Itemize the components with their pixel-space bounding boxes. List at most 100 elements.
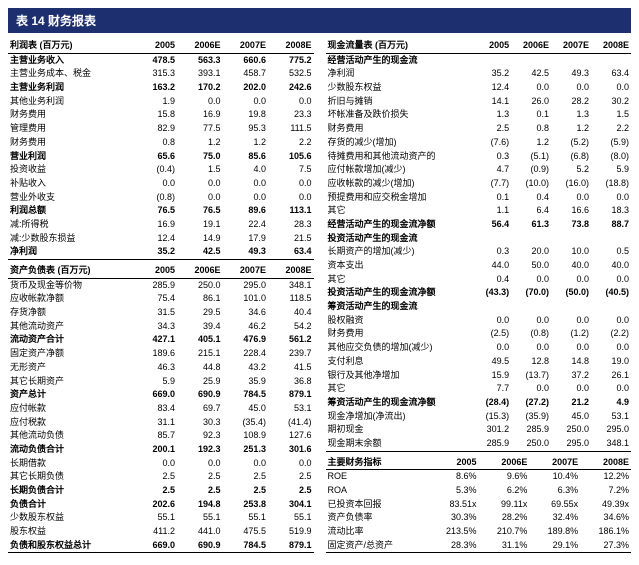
- row-value: 1.2: [222, 136, 267, 150]
- row-value: 95.3: [222, 122, 267, 136]
- table-row: 净利润35.242.549.363.4: [8, 245, 314, 259]
- row-value: 0.0: [511, 273, 551, 287]
- row-value: [551, 232, 591, 246]
- row-value: 200.1: [137, 443, 177, 457]
- row-value: 127.6: [268, 429, 314, 443]
- row-value: 7.5: [268, 163, 314, 177]
- row-value: 118.5: [268, 292, 314, 306]
- table-row: 经营活动产生的现金流净额56.461.373.888.7: [326, 218, 632, 232]
- row-value: 405.1: [177, 333, 222, 347]
- row-value: 0.0: [591, 81, 631, 95]
- row-label: ROA: [326, 484, 428, 498]
- row-value: 27.3%: [580, 539, 631, 553]
- row-value: 4.7: [475, 163, 512, 177]
- row-value: 2.5: [137, 484, 177, 498]
- row-value: 0.0: [475, 314, 512, 328]
- row-value: 5.9: [591, 163, 631, 177]
- row-value: 0.0: [551, 81, 591, 95]
- row-value: 35.2: [475, 67, 512, 81]
- row-value: 660.6: [222, 53, 267, 67]
- row-value: 2.5: [475, 122, 512, 136]
- row-label: 无形资产: [8, 361, 137, 375]
- row-value: 12.2%: [580, 470, 631, 484]
- row-value: 2.2: [268, 136, 314, 150]
- row-value: 0.0: [591, 341, 631, 355]
- row-value: 56.4: [475, 218, 512, 232]
- table-row: 其他业务利润1.90.00.00.0: [8, 95, 314, 109]
- row-value: 30.3: [177, 416, 222, 430]
- row-value: 0.0: [177, 95, 222, 109]
- row-value: (35.9): [511, 410, 551, 424]
- row-value: 86.1: [177, 292, 222, 306]
- row-value: 1.2: [511, 136, 551, 150]
- row-value: 411.2: [137, 525, 177, 539]
- row-value: 50.0: [511, 259, 551, 273]
- row-label: 管理费用: [8, 122, 137, 136]
- row-value: 40.4: [268, 306, 314, 320]
- row-value: (0.8): [137, 191, 177, 205]
- row-value: 1.1: [475, 204, 512, 218]
- row-value: 45.0: [222, 402, 267, 416]
- row-value: 55.1: [137, 511, 177, 525]
- table-row: 其他流动资产34.339.446.254.2: [8, 320, 314, 334]
- row-value: 0.0: [551, 273, 591, 287]
- table-row: 资产负债率30.3%28.2%32.4%34.6%: [326, 511, 632, 525]
- row-value: (0.4): [137, 163, 177, 177]
- row-label: 财务费用: [8, 108, 137, 122]
- row-label: 投资活动产生的现金流净额: [326, 286, 475, 300]
- row-value: 45.0: [551, 410, 591, 424]
- row-label: 投资活动产生的现金流: [326, 232, 475, 246]
- row-value: 519.9: [268, 525, 314, 539]
- row-value: 2.5: [268, 470, 314, 484]
- table-row: 流动负债合计200.1192.3251.3301.6: [8, 443, 314, 457]
- table-row: 净利润35.242.549.363.4: [326, 67, 632, 81]
- row-value: 0.0: [511, 341, 551, 355]
- row-value: (5.1): [511, 150, 551, 164]
- table-row: 资产总计669.0690.9784.5879.1: [8, 388, 314, 402]
- row-value: 28.3%: [428, 539, 479, 553]
- row-value: 83.4: [137, 402, 177, 416]
- row-value: 34.3: [137, 320, 177, 334]
- row-value: 69.7: [177, 402, 222, 416]
- row-label: 存货净额: [8, 306, 137, 320]
- income-table: 利润表 (百万元)20052006E2007E2008E主营业务收入478.55…: [8, 39, 314, 260]
- row-value: 2.5: [222, 470, 267, 484]
- year-header: 2007E: [529, 456, 580, 470]
- row-value: 669.0: [137, 539, 177, 553]
- table-row: 财务费用15.816.919.823.3: [8, 108, 314, 122]
- row-value: 76.5: [137, 204, 177, 218]
- row-value: 6.4: [511, 204, 551, 218]
- table-row: 流动资产合计427.1405.1476.9561.2: [8, 333, 314, 347]
- row-value: 31.1: [137, 416, 177, 430]
- row-value: (41.4): [268, 416, 314, 430]
- row-label: 其它长期资产: [8, 375, 137, 389]
- row-label: 其他应交负债的增加(减少): [326, 341, 475, 355]
- row-value: (18.8): [591, 177, 631, 191]
- table-row: 投资活动产生的现金流: [326, 232, 632, 246]
- row-value: 0.4: [511, 191, 551, 205]
- row-value: 4.0: [222, 163, 267, 177]
- row-value: 690.9: [177, 388, 222, 402]
- row-label: 流动资产合计: [8, 333, 137, 347]
- row-label: 财务费用: [326, 327, 475, 341]
- row-value: 35.2: [137, 245, 177, 259]
- row-label: 股权融资: [326, 314, 475, 328]
- table-row: 应收帐款的减少(增加)(7.7)(10.0)(16.0)(18.8): [326, 177, 632, 191]
- row-label: 营业利润: [8, 150, 137, 164]
- row-value: 85.6: [222, 150, 267, 164]
- row-value: 0.5: [591, 245, 631, 259]
- row-value: (2.2): [591, 327, 631, 341]
- row-value: 2.5: [177, 484, 222, 498]
- table-row: 其它长期资产5.925.935.936.8: [8, 375, 314, 389]
- table-row: 负债和股东权益总计669.0690.9784.5879.1: [8, 539, 314, 553]
- table-row: 减:少数股东损益12.414.917.921.5: [8, 232, 314, 246]
- row-label: 长期负债合计: [8, 484, 137, 498]
- row-value: 228.4: [222, 347, 267, 361]
- row-label: 支付利息: [326, 355, 475, 369]
- row-value: (0.9): [511, 163, 551, 177]
- row-value: 75.4: [137, 292, 177, 306]
- row-value: 61.3: [511, 218, 551, 232]
- table-row: 财务费用(2.5)(0.8)(1.2)(2.2): [326, 327, 632, 341]
- row-value: [551, 300, 591, 314]
- row-value: 5.2: [551, 163, 591, 177]
